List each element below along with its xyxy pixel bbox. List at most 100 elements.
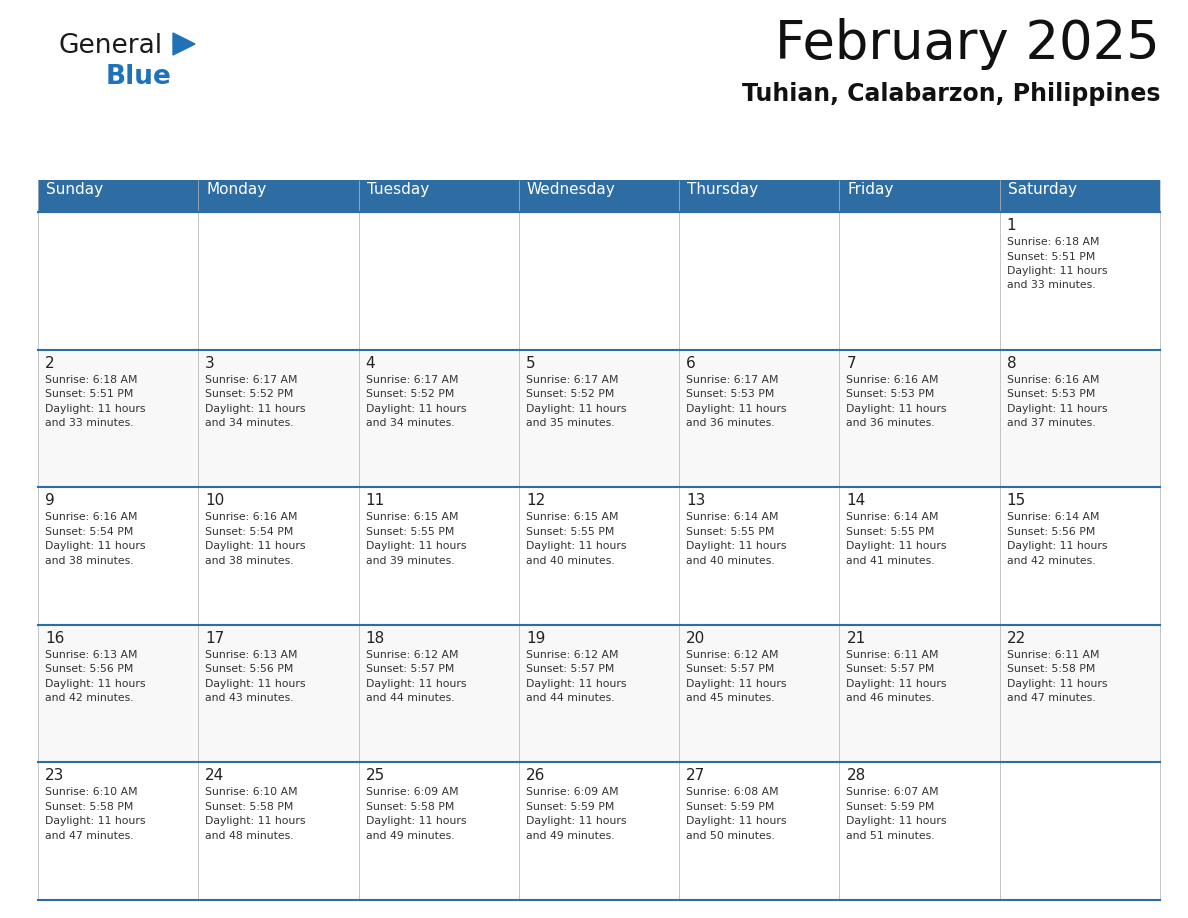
Text: 2: 2 bbox=[45, 355, 55, 371]
Bar bbox=[1000, 212, 1159, 350]
Text: and 36 minutes.: and 36 minutes. bbox=[846, 418, 935, 428]
Bar bbox=[840, 625, 1000, 763]
Text: Sunset: 5:52 PM: Sunset: 5:52 PM bbox=[206, 389, 293, 399]
Text: and 42 minutes.: and 42 minutes. bbox=[1006, 555, 1095, 565]
Text: Sunset: 5:58 PM: Sunset: 5:58 PM bbox=[206, 802, 293, 812]
Text: Saturday: Saturday bbox=[1007, 182, 1076, 197]
Text: Daylight: 11 hours: Daylight: 11 hours bbox=[526, 678, 626, 688]
Text: Sunrise: 6:09 AM: Sunrise: 6:09 AM bbox=[526, 788, 619, 798]
Text: and 40 minutes.: and 40 minutes. bbox=[687, 555, 775, 565]
Text: and 39 minutes.: and 39 minutes. bbox=[366, 555, 454, 565]
Text: 12: 12 bbox=[526, 493, 545, 509]
Text: Sunrise: 6:10 AM: Sunrise: 6:10 AM bbox=[45, 788, 138, 798]
Text: 23: 23 bbox=[45, 768, 64, 783]
Text: 11: 11 bbox=[366, 493, 385, 509]
Text: Sunset: 5:55 PM: Sunset: 5:55 PM bbox=[846, 527, 935, 537]
Text: Sunset: 5:58 PM: Sunset: 5:58 PM bbox=[366, 802, 454, 812]
Bar bbox=[1000, 350, 1159, 487]
Text: and 44 minutes.: and 44 minutes. bbox=[366, 693, 454, 703]
Text: and 45 minutes.: and 45 minutes. bbox=[687, 693, 775, 703]
Text: Daylight: 11 hours: Daylight: 11 hours bbox=[687, 678, 786, 688]
Text: Daylight: 11 hours: Daylight: 11 hours bbox=[846, 816, 947, 826]
Text: Daylight: 11 hours: Daylight: 11 hours bbox=[366, 542, 466, 551]
Text: Sunrise: 6:13 AM: Sunrise: 6:13 AM bbox=[45, 650, 138, 660]
Bar bbox=[519, 350, 680, 487]
Text: 17: 17 bbox=[206, 631, 225, 645]
Text: Sunrise: 6:08 AM: Sunrise: 6:08 AM bbox=[687, 788, 779, 798]
Text: 1: 1 bbox=[1006, 218, 1017, 233]
Text: Tuhian, Calabarzon, Philippines: Tuhian, Calabarzon, Philippines bbox=[741, 82, 1159, 106]
Bar bbox=[840, 487, 1000, 625]
Text: and 40 minutes.: and 40 minutes. bbox=[526, 555, 614, 565]
Bar bbox=[198, 350, 359, 487]
Text: 14: 14 bbox=[846, 493, 866, 509]
Bar bbox=[840, 180, 1000, 212]
Text: 16: 16 bbox=[45, 631, 64, 645]
Bar bbox=[1000, 763, 1159, 900]
Text: 27: 27 bbox=[687, 768, 706, 783]
Text: Sunrise: 6:17 AM: Sunrise: 6:17 AM bbox=[206, 375, 298, 385]
Text: Sunset: 5:52 PM: Sunset: 5:52 PM bbox=[366, 389, 454, 399]
Text: Sunset: 5:54 PM: Sunset: 5:54 PM bbox=[45, 527, 133, 537]
Text: 22: 22 bbox=[1006, 631, 1026, 645]
Text: and 43 minutes.: and 43 minutes. bbox=[206, 693, 293, 703]
Text: Sunset: 5:51 PM: Sunset: 5:51 PM bbox=[1006, 252, 1095, 262]
Text: and 44 minutes.: and 44 minutes. bbox=[526, 693, 614, 703]
Text: Sunset: 5:59 PM: Sunset: 5:59 PM bbox=[687, 802, 775, 812]
Text: Sunset: 5:57 PM: Sunset: 5:57 PM bbox=[687, 665, 775, 675]
Text: Daylight: 11 hours: Daylight: 11 hours bbox=[846, 404, 947, 414]
Bar bbox=[38, 212, 198, 350]
Bar bbox=[680, 625, 840, 763]
Text: Sunset: 5:57 PM: Sunset: 5:57 PM bbox=[846, 665, 935, 675]
Bar bbox=[359, 212, 519, 350]
Text: Sunset: 5:53 PM: Sunset: 5:53 PM bbox=[846, 389, 935, 399]
Text: Daylight: 11 hours: Daylight: 11 hours bbox=[1006, 678, 1107, 688]
Bar bbox=[38, 625, 198, 763]
Text: Sunset: 5:51 PM: Sunset: 5:51 PM bbox=[45, 389, 133, 399]
Text: 8: 8 bbox=[1006, 355, 1017, 371]
Bar bbox=[680, 350, 840, 487]
Text: Sunset: 5:58 PM: Sunset: 5:58 PM bbox=[45, 802, 133, 812]
Text: and 37 minutes.: and 37 minutes. bbox=[1006, 418, 1095, 428]
Text: Sunset: 5:53 PM: Sunset: 5:53 PM bbox=[1006, 389, 1095, 399]
Text: Daylight: 11 hours: Daylight: 11 hours bbox=[846, 542, 947, 551]
Text: Sunset: 5:56 PM: Sunset: 5:56 PM bbox=[206, 665, 293, 675]
Text: Daylight: 11 hours: Daylight: 11 hours bbox=[1006, 542, 1107, 551]
Bar bbox=[38, 487, 198, 625]
Text: 19: 19 bbox=[526, 631, 545, 645]
Text: 9: 9 bbox=[45, 493, 55, 509]
Text: Sunrise: 6:15 AM: Sunrise: 6:15 AM bbox=[526, 512, 619, 522]
Text: Sunrise: 6:11 AM: Sunrise: 6:11 AM bbox=[846, 650, 939, 660]
Bar bbox=[519, 487, 680, 625]
Text: and 41 minutes.: and 41 minutes. bbox=[846, 555, 935, 565]
Text: and 33 minutes.: and 33 minutes. bbox=[1006, 281, 1095, 290]
Bar bbox=[198, 625, 359, 763]
Bar bbox=[359, 180, 519, 212]
Text: and 36 minutes.: and 36 minutes. bbox=[687, 418, 775, 428]
Text: Sunrise: 6:17 AM: Sunrise: 6:17 AM bbox=[526, 375, 619, 385]
Text: Sunrise: 6:17 AM: Sunrise: 6:17 AM bbox=[687, 375, 778, 385]
Text: 5: 5 bbox=[526, 355, 536, 371]
Text: Daylight: 11 hours: Daylight: 11 hours bbox=[1006, 404, 1107, 414]
Bar bbox=[840, 763, 1000, 900]
Text: Sunrise: 6:17 AM: Sunrise: 6:17 AM bbox=[366, 375, 459, 385]
Text: and 38 minutes.: and 38 minutes. bbox=[45, 555, 133, 565]
Text: 21: 21 bbox=[846, 631, 866, 645]
Text: Sunrise: 6:14 AM: Sunrise: 6:14 AM bbox=[846, 512, 939, 522]
Text: Daylight: 11 hours: Daylight: 11 hours bbox=[45, 678, 145, 688]
Bar bbox=[680, 180, 840, 212]
Text: 4: 4 bbox=[366, 355, 375, 371]
Bar bbox=[38, 350, 198, 487]
Text: Daylight: 11 hours: Daylight: 11 hours bbox=[366, 816, 466, 826]
Bar bbox=[38, 763, 198, 900]
Text: and 34 minutes.: and 34 minutes. bbox=[206, 418, 293, 428]
Bar bbox=[359, 487, 519, 625]
Text: Sunset: 5:57 PM: Sunset: 5:57 PM bbox=[526, 665, 614, 675]
Text: Daylight: 11 hours: Daylight: 11 hours bbox=[687, 542, 786, 551]
Text: Sunset: 5:58 PM: Sunset: 5:58 PM bbox=[1006, 665, 1095, 675]
Text: Sunset: 5:59 PM: Sunset: 5:59 PM bbox=[526, 802, 614, 812]
Text: and 49 minutes.: and 49 minutes. bbox=[526, 831, 614, 841]
Text: Sunrise: 6:14 AM: Sunrise: 6:14 AM bbox=[1006, 512, 1099, 522]
Text: General: General bbox=[58, 33, 162, 59]
Text: Sunset: 5:53 PM: Sunset: 5:53 PM bbox=[687, 389, 775, 399]
